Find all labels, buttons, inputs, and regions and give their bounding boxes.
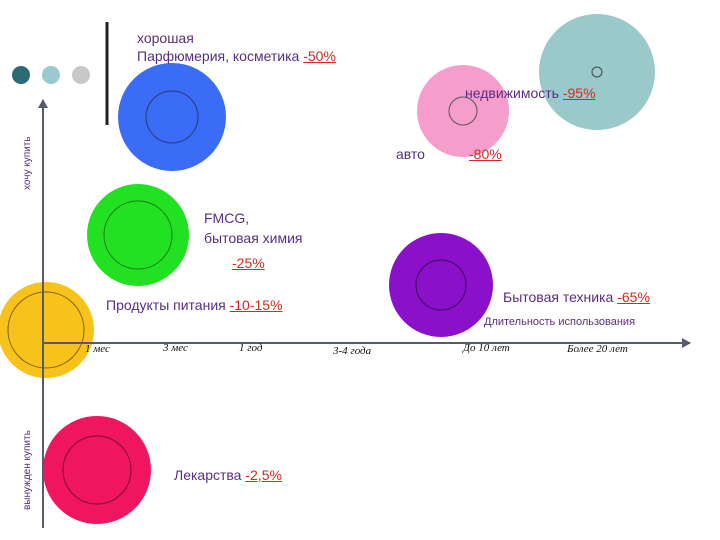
- label-fmcg-line2: бытовая химия: [204, 230, 303, 246]
- label-medicine-pct: -2,5%: [245, 467, 282, 483]
- x-tick-5: До 10 лет: [463, 342, 510, 354]
- label-perfume: Парфюмерия, косметика -50%: [137, 48, 336, 64]
- decor-dot-dark: [12, 66, 30, 84]
- label-appliances-name: Бытовая техника: [503, 289, 614, 305]
- x-tick-4: 3-4 года: [333, 345, 372, 357]
- label-appliances: Бытовая техника -65%: [503, 289, 650, 305]
- label-food: Продукты питания -10-15%: [106, 297, 283, 313]
- label-medicine: Лекарства -2,5%: [174, 467, 282, 483]
- bubble-fmcg: [87, 184, 189, 286]
- x-tick-3: 1 год: [239, 342, 263, 354]
- label-appliances-pct: -65%: [617, 289, 650, 305]
- label-fmcg-line1: FMCG,: [204, 210, 250, 226]
- label-auto-pct: -80%: [469, 146, 502, 162]
- decor-dot-light: [72, 66, 90, 84]
- label-perfume-pct: -50%: [303, 48, 336, 64]
- x-axis-label: Длительность использования: [484, 316, 636, 328]
- label-auto-name: авто: [396, 146, 425, 162]
- label-fmcg-pct: -25%: [232, 255, 265, 271]
- x-tick-6: Более 20 лет: [567, 343, 628, 355]
- y-axis-label-top: хочу купить: [22, 136, 33, 191]
- bubble-food: [0, 282, 94, 378]
- label-perfume-word: хорошая: [137, 30, 194, 46]
- bubble-medicine: [43, 416, 151, 524]
- label-realty-pct: -95%: [562, 85, 596, 101]
- bubble-realty: [539, 14, 655, 130]
- label-medicine-name: Лекарства: [174, 467, 242, 483]
- label-perfume-name: Парфюмерия, косметика: [137, 48, 300, 64]
- y-axis-label-bottom: вынужден купить: [22, 430, 33, 510]
- label-food-pct: -10-15%: [229, 297, 283, 313]
- x-tick-1: 1 мес: [85, 343, 110, 355]
- label-food-name: Продукты питания: [106, 297, 226, 313]
- bubble-appliances: [389, 233, 493, 337]
- label-realty: недвижимость -95%: [465, 85, 596, 101]
- decor-dot-mid: [42, 66, 60, 84]
- x-tick-2: 3 мес: [163, 342, 188, 354]
- bubble-perfume: [118, 63, 226, 171]
- label-realty-name: недвижимость: [465, 85, 559, 101]
- bubble-auto: [417, 65, 509, 157]
